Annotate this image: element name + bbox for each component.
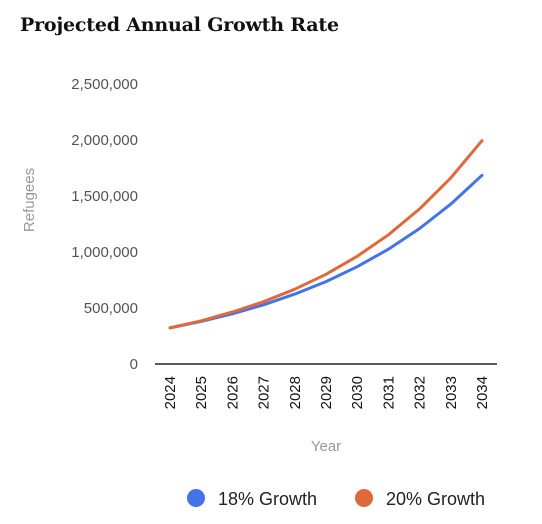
y-tick-label: 2,000,000 [71,132,138,149]
series-line-2 [168,139,484,330]
x-tick-label: 2026 [224,376,241,409]
chart-title: Projected Annual Growth Rate [20,14,339,36]
x-tick-label: 2034 [474,376,491,409]
series-lines [168,139,484,330]
series-line-1 [168,173,484,330]
y-tick-label: 2,500,000 [71,76,138,93]
x-tick-label: 2027 [256,376,273,409]
legend-label: 20% Growth [386,489,485,509]
x-tick-label: 2033 [443,376,460,409]
y-axis-ticks: 0 500,000 1,000,000 1,500,000 2,000,000 2,500… [71,76,138,373]
y-tick-label: 1,000,000 [71,244,138,261]
x-tick-label: 2031 [380,376,397,409]
legend: 18% Growth 20% Growth [187,489,485,509]
y-tick-label: 1,500,000 [71,188,138,205]
x-tick-label: 2030 [349,376,366,409]
y-tick-label: 0 [130,356,138,373]
legend-marker [355,489,373,507]
legend-marker [187,489,205,507]
x-tick-label: 2032 [412,376,429,409]
x-tick-label: 2024 [162,376,179,409]
x-tick-label: 2025 [193,376,210,409]
x-axis-label: Year [311,438,341,455]
y-axis-label: Refugees [21,168,38,232]
x-tick-label: 2028 [287,376,304,409]
legend-label: 18% Growth [218,489,317,509]
y-tick-label: 500,000 [84,300,138,317]
x-tick-label: 2029 [318,376,335,409]
x-axis-ticks: 2024 2025 2026 2027 2028 2029 2030 2031 2032 2033… [162,376,491,409]
